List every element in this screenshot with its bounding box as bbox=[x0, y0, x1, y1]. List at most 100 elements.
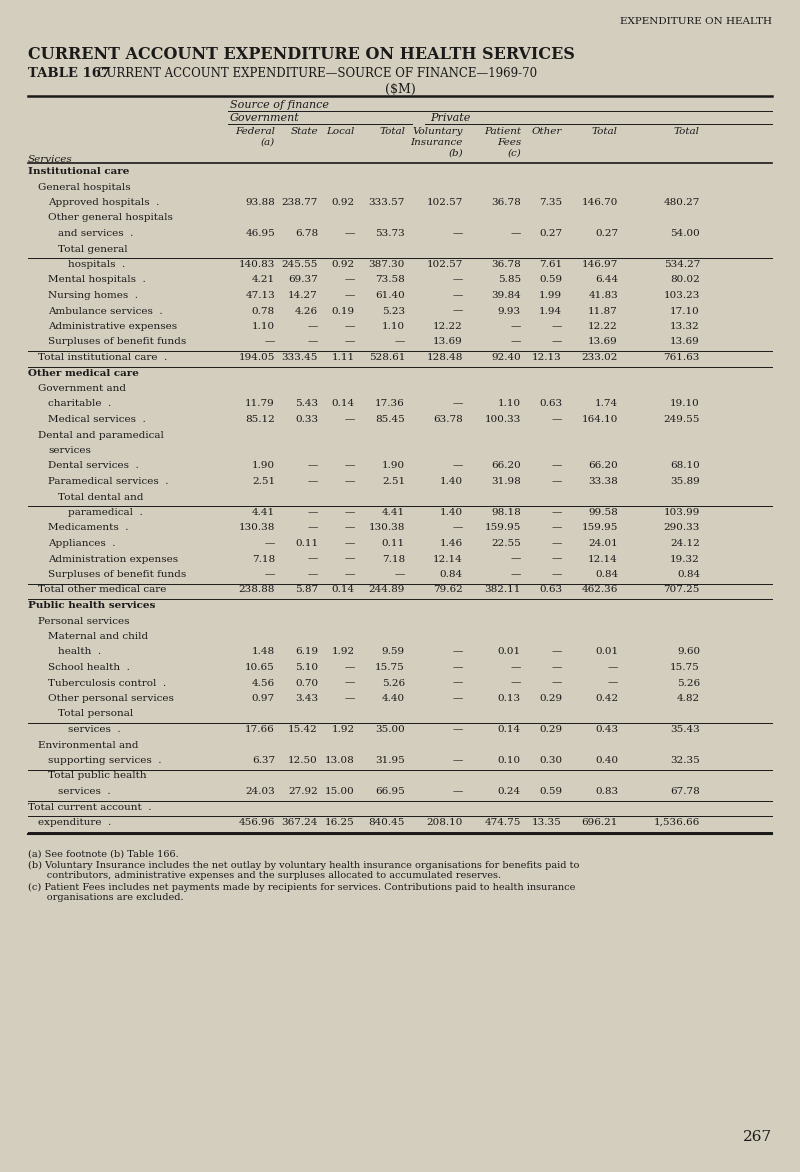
Text: 1.48: 1.48 bbox=[252, 647, 275, 656]
Text: Maternal and child: Maternal and child bbox=[48, 632, 148, 641]
Text: 17.66: 17.66 bbox=[246, 725, 275, 734]
Text: —: — bbox=[308, 570, 318, 579]
Text: 0.33: 0.33 bbox=[295, 415, 318, 424]
Text: 0.10: 0.10 bbox=[498, 756, 521, 765]
Text: —: — bbox=[453, 694, 463, 703]
Text: 367.24: 367.24 bbox=[282, 818, 318, 827]
Text: 11.87: 11.87 bbox=[588, 307, 618, 315]
Text: Other medical care: Other medical care bbox=[28, 368, 139, 377]
Text: 85.45: 85.45 bbox=[375, 415, 405, 424]
Text: Dental services  .: Dental services . bbox=[48, 462, 138, 470]
Text: —: — bbox=[552, 462, 562, 470]
Text: 85.12: 85.12 bbox=[246, 415, 275, 424]
Text: —: — bbox=[394, 570, 405, 579]
Text: —: — bbox=[345, 322, 355, 331]
Text: 9.59: 9.59 bbox=[382, 647, 405, 656]
Text: 5.43: 5.43 bbox=[295, 400, 318, 409]
Text: —: — bbox=[345, 415, 355, 424]
Text: 456.96: 456.96 bbox=[238, 818, 275, 827]
Text: —: — bbox=[345, 570, 355, 579]
Text: and services  .: and services . bbox=[58, 229, 134, 238]
Text: 5.85: 5.85 bbox=[498, 275, 521, 285]
Text: 233.02: 233.02 bbox=[582, 353, 618, 362]
Text: 238.88: 238.88 bbox=[238, 586, 275, 594]
Text: 63.78: 63.78 bbox=[434, 415, 463, 424]
Text: 4.41: 4.41 bbox=[382, 507, 405, 517]
Text: —: — bbox=[394, 338, 405, 347]
Text: Surpluses of benefit funds: Surpluses of benefit funds bbox=[48, 570, 186, 579]
Text: State: State bbox=[290, 127, 318, 136]
Text: Tuberculosis control  .: Tuberculosis control . bbox=[48, 679, 166, 688]
Text: —: — bbox=[552, 338, 562, 347]
Text: 128.48: 128.48 bbox=[426, 353, 463, 362]
Text: 13.69: 13.69 bbox=[434, 338, 463, 347]
Text: 27.92: 27.92 bbox=[288, 788, 318, 796]
Text: 6.44: 6.44 bbox=[595, 275, 618, 285]
Text: 0.83: 0.83 bbox=[595, 788, 618, 796]
Text: 0.19: 0.19 bbox=[332, 307, 355, 315]
Text: Total current account  .: Total current account . bbox=[28, 803, 151, 811]
Text: 290.33: 290.33 bbox=[664, 524, 700, 532]
Text: —: — bbox=[453, 679, 463, 688]
Text: Other: Other bbox=[532, 127, 562, 136]
Text: Total institutional care  .: Total institutional care . bbox=[38, 353, 167, 362]
Text: 80.02: 80.02 bbox=[670, 275, 700, 285]
Text: 0.01: 0.01 bbox=[595, 647, 618, 656]
Text: Institutional care: Institutional care bbox=[28, 166, 130, 176]
Text: 1.94: 1.94 bbox=[539, 307, 562, 315]
Text: 66.20: 66.20 bbox=[588, 462, 618, 470]
Text: supporting services  .: supporting services . bbox=[48, 756, 162, 765]
Text: —: — bbox=[510, 570, 521, 579]
Text: Source of finance: Source of finance bbox=[230, 100, 329, 110]
Text: 22.55: 22.55 bbox=[491, 539, 521, 548]
Text: 159.95: 159.95 bbox=[485, 524, 521, 532]
Text: 103.99: 103.99 bbox=[664, 507, 700, 517]
Text: Total: Total bbox=[379, 127, 405, 136]
Text: 387.30: 387.30 bbox=[369, 260, 405, 270]
Text: —: — bbox=[453, 725, 463, 734]
Text: Private: Private bbox=[430, 113, 470, 123]
Text: 194.05: 194.05 bbox=[238, 353, 275, 362]
Text: 4.82: 4.82 bbox=[677, 694, 700, 703]
Text: —: — bbox=[510, 554, 521, 564]
Text: 4.40: 4.40 bbox=[382, 694, 405, 703]
Text: 0.43: 0.43 bbox=[595, 725, 618, 734]
Text: 4.21: 4.21 bbox=[252, 275, 275, 285]
Text: (c) Patient Fees includes net payments made by recipients for services. Contribu: (c) Patient Fees includes net payments m… bbox=[28, 883, 575, 892]
Text: Other personal services: Other personal services bbox=[48, 694, 174, 703]
Text: 1.46: 1.46 bbox=[440, 539, 463, 548]
Text: 47.13: 47.13 bbox=[246, 291, 275, 300]
Text: 0.92: 0.92 bbox=[332, 260, 355, 270]
Text: Patient
Fees
(c): Patient Fees (c) bbox=[484, 127, 521, 157]
Text: 13.35: 13.35 bbox=[532, 818, 562, 827]
Text: 0.63: 0.63 bbox=[539, 400, 562, 409]
Text: Other general hospitals: Other general hospitals bbox=[48, 213, 173, 223]
Text: Administrative expenses: Administrative expenses bbox=[48, 322, 177, 331]
Text: —: — bbox=[453, 291, 463, 300]
Text: Administration expenses: Administration expenses bbox=[48, 554, 178, 564]
Text: organisations are excluded.: organisations are excluded. bbox=[28, 893, 184, 902]
Text: 102.57: 102.57 bbox=[426, 260, 463, 270]
Text: 12.14: 12.14 bbox=[434, 554, 463, 564]
Text: 0.70: 0.70 bbox=[295, 679, 318, 688]
Text: 4.56: 4.56 bbox=[252, 679, 275, 688]
Text: 130.38: 130.38 bbox=[238, 524, 275, 532]
Text: 53.73: 53.73 bbox=[375, 229, 405, 238]
Text: 267: 267 bbox=[743, 1130, 772, 1144]
Text: —: — bbox=[308, 554, 318, 564]
Text: 146.97: 146.97 bbox=[582, 260, 618, 270]
Text: —: — bbox=[552, 647, 562, 656]
Text: services  .: services . bbox=[58, 788, 110, 796]
Text: —: — bbox=[510, 338, 521, 347]
Text: 13.08: 13.08 bbox=[326, 756, 355, 765]
Text: 0.59: 0.59 bbox=[539, 788, 562, 796]
Text: 68.10: 68.10 bbox=[670, 462, 700, 470]
Text: General hospitals: General hospitals bbox=[38, 183, 130, 191]
Text: (b) Voluntary Insurance includes the net outlay by voluntary health insurance or: (b) Voluntary Insurance includes the net… bbox=[28, 860, 579, 870]
Text: 15.75: 15.75 bbox=[375, 663, 405, 672]
Text: 7.35: 7.35 bbox=[539, 198, 562, 207]
Text: —: — bbox=[265, 338, 275, 347]
Text: School health  .: School health . bbox=[48, 663, 130, 672]
Text: 6.78: 6.78 bbox=[295, 229, 318, 238]
Text: —: — bbox=[552, 415, 562, 424]
